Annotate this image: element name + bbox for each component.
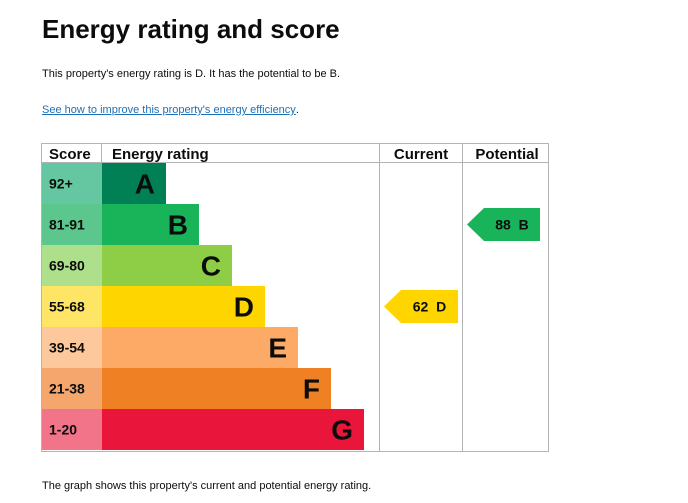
- chart-border: [41, 143, 549, 452]
- band-bar: [102, 204, 199, 245]
- header-score: Score: [49, 146, 91, 163]
- band-bar: [102, 327, 298, 368]
- band-bar: [102, 245, 232, 286]
- band-score-range: 81-91: [49, 217, 85, 233]
- band-letter: D: [234, 292, 254, 323]
- band-score-cell: [42, 245, 102, 286]
- band-bar: [102, 368, 331, 409]
- header-potential: Potential: [475, 146, 538, 163]
- current-rating-marker-label: 62 D: [413, 299, 446, 315]
- band-a: 92+ A: [42, 163, 166, 204]
- band-bar: [102, 286, 265, 327]
- chart-caption: The graph shows this property's current …: [42, 480, 372, 492]
- link-suffix: .: [295, 104, 299, 116]
- potential-rating-marker-label: 88 B: [495, 217, 528, 233]
- band-bar: [102, 163, 166, 204]
- rating-summary: This property's energy rating is D. It h…: [42, 68, 341, 80]
- current-rating-marker-arrow: [384, 290, 458, 323]
- band-letter: C: [201, 251, 221, 282]
- chart-frame: [41, 143, 549, 452]
- page-title: Energy rating and score: [42, 14, 340, 44]
- band-score-cell: [42, 286, 102, 327]
- current-rating-marker: 62 D: [384, 290, 458, 323]
- band-c: 69-80 C: [42, 245, 232, 286]
- band-score-cell: [42, 163, 102, 204]
- band-letter: F: [303, 374, 320, 405]
- column-headers: Score Energy rating Current Potential: [49, 146, 539, 163]
- improve-efficiency-link-row: See how to improve this property's energ…: [42, 103, 299, 117]
- band-score-range: 92+: [49, 176, 73, 192]
- header-energy-rating: Energy rating: [112, 146, 209, 163]
- band-score-range: 21-38: [49, 381, 85, 397]
- potential-rating-marker: 88 B: [467, 208, 540, 241]
- band-score-cell: [42, 409, 102, 450]
- band-b: 81-91 B: [42, 204, 199, 245]
- band-score-cell: [42, 368, 102, 409]
- rating-bands: 92+ A 81-91 B 69-80 C 55-68 D 39-54 E 21-38 F 1-20 G: [42, 163, 364, 450]
- potential-rating-marker-arrow: [467, 208, 540, 241]
- band-letter: E: [268, 333, 287, 364]
- band-g: 1-20 G: [42, 409, 364, 450]
- band-f: 21-38 F: [42, 368, 331, 409]
- band-score-cell: [42, 204, 102, 245]
- improve-efficiency-link[interactable]: See how to improve this property's energ…: [42, 104, 296, 116]
- band-score-range: 1-20: [49, 422, 77, 438]
- band-score-cell: [42, 327, 102, 368]
- band-score-range: 55-68: [49, 299, 85, 315]
- band-score-range: 69-80: [49, 258, 85, 274]
- header-current: Current: [394, 146, 448, 163]
- band-d: 55-68 D: [42, 286, 265, 327]
- band-letter: B: [168, 210, 188, 241]
- band-e: 39-54 E: [42, 327, 298, 368]
- band-letter: A: [135, 169, 155, 200]
- band-score-range: 39-54: [49, 340, 85, 356]
- rating-markers: 62 D 88 B: [384, 208, 540, 323]
- band-bar: [102, 409, 364, 450]
- band-letter: G: [331, 415, 353, 446]
